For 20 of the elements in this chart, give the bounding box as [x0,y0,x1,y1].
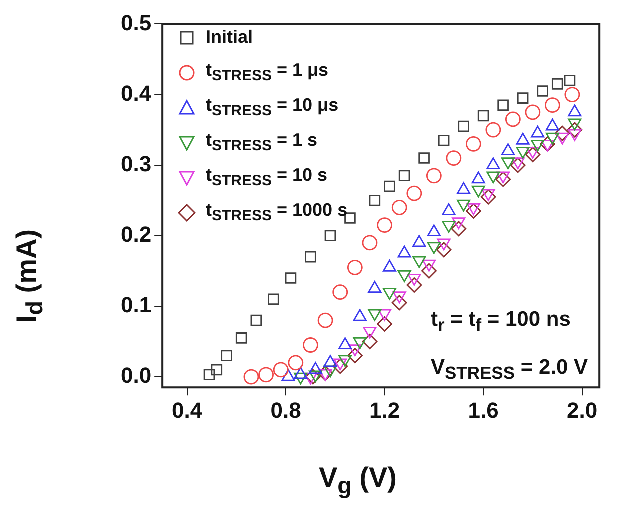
y-tick-label: 0.2 [120,222,152,247]
y-tick-label: 0.5 [120,10,152,36]
annotation: t$_{r}$ = t$_{f}$ = 100 ns [430,308,572,338]
legend-label: t$_{STRESS}$ = 1 μs [206,60,329,85]
legend-label: t$_{STRESS}$ = 1 s [206,130,318,155]
legend-label: t$_{STRESS}$ = 1000 s [206,200,348,225]
legend-label: t$_{STRESS}$ = 10 μs [206,95,339,120]
y-tick-label: 0.4 [120,80,152,106]
y-tick-label: 0.0 [120,363,152,388]
y-tick-label: 0.1 [120,292,152,318]
annotation: V$_{STRESS}$ = 2.0 V [430,356,588,384]
x-tick-label: 0.4 [172,398,204,423]
x-tick-label: 1.6 [468,398,499,423]
legend-label: Initial [206,27,254,48]
x-tick-label: 2.0 [567,398,598,423]
y-tick-label: 0.3 [120,151,152,176]
x-tick-label: 0.8 [270,398,302,423]
x-tick-label: 1.2 [370,398,400,423]
legend-label: t$_{STRESS}$ = 10 s [206,165,328,190]
x-axis-title: V$_{g}$ (V) [318,462,398,500]
